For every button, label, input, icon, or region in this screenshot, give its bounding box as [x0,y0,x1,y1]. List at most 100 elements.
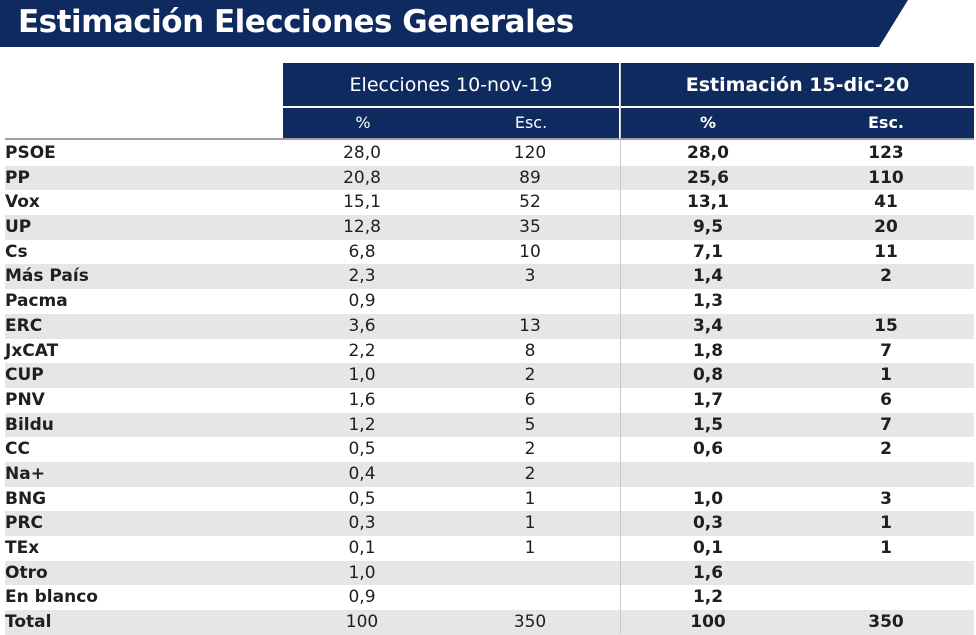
table-row: Cs 6,8 10 7,1 11 [5,240,974,265]
table-row: Pacma 0,9 1,3 [5,289,974,314]
seats-2019: 10 [519,241,541,262]
seats-2020: 1 [880,365,892,386]
table-row: Total 100 350 100 350 [5,610,974,635]
pct-2020: 1,3 [692,291,724,312]
seats-2020: 1 [880,513,892,534]
party-name: PRC [5,513,44,534]
pct-2020: 1,8 [692,340,724,361]
subheader-2020: % Esc. [621,108,974,138]
seats-2020: 20 [874,217,898,238]
pct-2019: 0,3 [348,513,376,534]
pct-2020: 1,5 [692,414,724,435]
seats-2020: 123 [868,143,904,163]
pct-2019: 20,8 [343,167,381,188]
page-title: Estimación Elecciones Generales [18,4,574,40]
table-row: En blanco 0,9 1,2 [5,585,974,610]
pct-2020: 0,6 [692,439,724,460]
pct-2020: 100 [690,612,726,633]
table-row: BNG 0,5 1 1,0 3 [5,487,974,512]
party-name: Na+ [5,463,45,484]
table-row: UP 12,8 35 9,5 20 [5,215,974,240]
seats-2019: 1 [524,513,536,534]
pct-2020: 1,0 [692,488,724,509]
seats-2020: 350 [868,612,904,633]
header-esc-2020: Esc. [867,113,904,132]
column-divider [620,63,621,634]
party-name: TEx [5,538,40,558]
pct-2019: 0,5 [348,488,376,509]
pct-2019: 6,8 [348,241,376,262]
party-name: Vox [5,192,40,213]
party-name: En blanco [5,587,98,608]
header-pct-2019: % [355,113,371,132]
party-name: PP [5,167,30,188]
table-row: Bildu 1,2 5 1,5 7 [5,412,974,438]
seats-2019: 13 [519,315,541,336]
seats-2019: 350 [513,612,547,633]
pct-2019: 0,1 [348,538,376,558]
seats-2020: 3 [880,488,892,509]
seats-2019: 120 [513,143,547,163]
table-row: ERC 3,6 13 3,4 15 [5,313,974,339]
seats-2019: 1 [524,488,536,509]
party-name: Cs [5,241,28,262]
seats-2019: 3 [524,266,536,287]
seats-2019: 2 [524,439,536,460]
header-elecciones-2019: Elecciones 10-nov-19 [283,63,619,106]
pct-2020: 9,5 [692,217,724,238]
pct-2020: 28,0 [687,143,729,163]
seats-2020: 1 [880,538,892,558]
pct-2020: 1,4 [692,266,724,287]
pct-2020: 13,1 [687,192,729,213]
seats-2019: 6 [524,389,536,410]
seats-2020: 6 [880,389,892,410]
table-row: PP 20,8 89 25,6 110 [5,165,974,191]
pct-2020: 1,7 [692,389,724,410]
pct-2019: 2,3 [348,266,376,287]
pct-2020: 0,3 [692,513,724,534]
header-estimacion-2020: Estimación 15-dic-20 [621,63,974,106]
table-row: PRC 0,3 1 0,3 1 [5,511,974,536]
pct-2019: 0,4 [348,463,376,484]
party-name: PNV [5,389,45,410]
seats-2019: 1 [524,538,536,558]
seats-2019: 89 [519,167,541,188]
pct-2020: 25,6 [687,167,729,188]
pct-2019: 12,8 [343,217,381,238]
party-name: ERC [5,315,43,336]
party-name: Pacma [5,291,68,312]
seats-2019: 5 [524,414,536,435]
party-name: UP [5,217,32,238]
pct-2019: 0,5 [348,439,376,460]
seats-2020: 7 [880,340,892,361]
party-name: PSOE [5,143,56,163]
table-row: Otro 1,0 1,6 [5,560,974,586]
table-row: TEx 0,1 1 0,1 1 [5,536,974,561]
table-row: PNV 1,6 6 1,7 6 [5,388,974,413]
pct-2020: 1,6 [692,562,724,583]
seats-2019: 2 [524,365,536,386]
subheader-2019: % Esc. [283,108,619,138]
seats-2020: 2 [880,439,892,460]
seats-2019: 52 [519,192,541,213]
table-row: Más País 2,3 3 1,4 2 [5,264,974,290]
seats-2020: 11 [874,241,898,262]
table-row: Na+ 0,4 2 [5,461,974,487]
pct-2020: 1,2 [692,587,724,608]
pct-2020: 0,1 [692,538,724,558]
table-row: CC 0,5 2 0,6 2 [5,437,974,462]
results-table: PSOE 28,0 120 28,0 123 PP 20,8 89 25,6 110 Vox 15,1… [5,141,974,635]
pct-2019: 3,6 [348,315,376,336]
pct-2020: 0,8 [692,365,724,386]
seats-2019: 2 [524,463,536,484]
pct-2019: 1,2 [348,414,376,435]
pct-2019: 15,1 [343,192,381,213]
table-row: Vox 15,1 52 13,1 41 [5,190,974,215]
party-name: BNG [5,488,47,509]
pct-2019: 1,0 [348,562,376,583]
seats-2019: 8 [524,340,536,361]
table-row: PSOE 28,0 120 28,0 123 [5,141,974,166]
pct-2020: 3,4 [692,315,724,336]
party-name: JxCAT [5,340,59,361]
title-banner: Estimación Elecciones Generales [0,0,908,47]
